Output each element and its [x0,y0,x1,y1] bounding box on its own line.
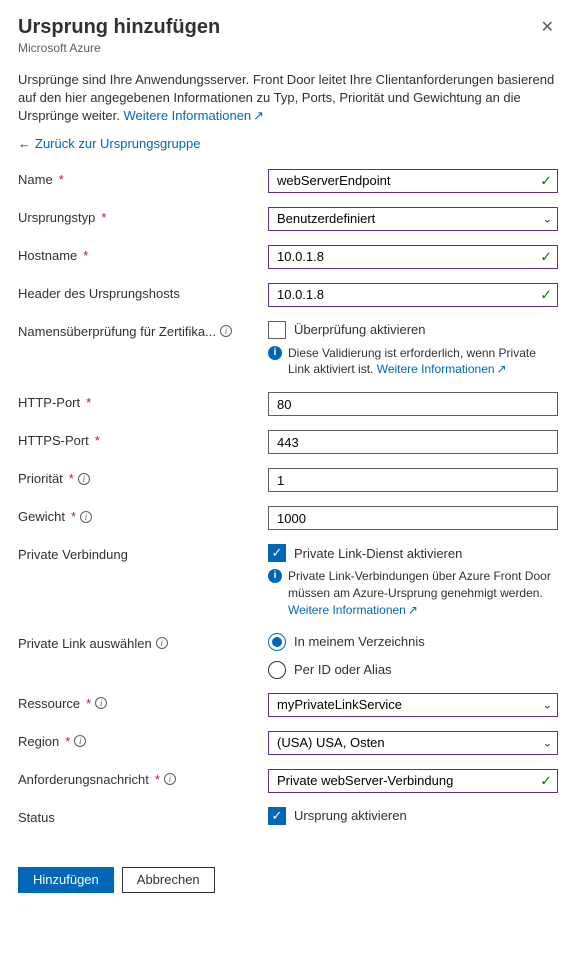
cert-check-label: Namensüberprüfung für Zertifika... i [18,321,268,339]
weight-label: Gewicht* i [18,506,268,524]
http-port-input[interactable] [268,392,558,416]
weight-input[interactable] [268,506,558,530]
more-info-label: Weitere Informationen [124,108,252,123]
pl-info-link[interactable]: Weitere Informationen↗ [288,603,418,617]
cert-info-link[interactable]: Weitere Informationen↗ [377,362,507,376]
host-header-input[interactable] [268,283,558,307]
status-label: Status [18,807,268,825]
back-link[interactable]: Zurück zur Ursprungsgruppe [35,136,200,151]
info-icon[interactable]: i [78,473,90,485]
info-icon[interactable]: i [95,697,107,709]
name-input[interactable] [268,169,558,193]
https-port-input[interactable] [268,430,558,454]
status-checkbox-label: Ursprung aktivieren [294,808,407,823]
cert-check-info: Diese Validierung ist erforderlich, wenn… [288,345,558,379]
hostname-input[interactable] [268,245,558,269]
region-label: Region* i [18,731,268,749]
info-icon[interactable]: i [156,637,168,649]
req-msg-label: Anforderungsnachricht* i [18,769,268,787]
host-header-label: Header des Ursprungshosts [18,283,268,301]
panel-subtitle: Microsoft Azure [18,41,220,55]
http-port-label: HTTP-Port* [18,392,268,410]
req-msg-input[interactable] [268,769,558,793]
hostname-label: Hostname * [18,245,268,263]
panel-title: Ursprung hinzufügen [18,16,220,39]
private-link-checkbox[interactable]: ✓ [268,544,286,562]
pl-radio-directory[interactable] [268,633,286,651]
origin-type-select[interactable]: Benutzerdefiniert [268,207,558,231]
pl-radio-id[interactable] [268,661,286,679]
info-badge-icon: i [268,569,282,583]
priority-input[interactable] [268,468,558,492]
description-body: Ursprünge sind Ihre Anwendungsserver. Fr… [18,72,554,123]
info-badge-icon: i [268,346,282,360]
close-icon[interactable]: ✕ [537,16,558,40]
info-icon[interactable]: i [74,735,86,747]
external-link-icon: ↗ [497,361,507,378]
region-select[interactable]: (USA) USA, Osten [268,731,558,755]
private-link-checkbox-label: Private Link-Dienst aktivieren [294,546,462,561]
back-arrow-icon: ← [18,136,31,151]
pl-radio-directory-label: In meinem Verzeichnis [294,634,425,649]
info-icon[interactable]: i [80,511,92,523]
info-icon[interactable]: i [220,325,232,337]
resource-label: Ressource* i [18,693,268,711]
more-info-link[interactable]: Weitere Informationen↗ [124,108,265,123]
priority-label: Priorität* i [18,468,268,486]
add-button[interactable]: Hinzufügen [18,867,114,893]
https-port-label: HTTPS-Port* [18,430,268,448]
info-icon[interactable]: i [164,773,176,785]
external-link-icon: ↗ [408,602,418,619]
name-label: Name* [18,169,268,187]
status-checkbox[interactable]: ✓ [268,807,286,825]
private-link-info: Private Link-Verbindungen über Azure Fro… [288,568,558,618]
external-link-icon: ↗ [253,107,264,125]
description-text: Ursprünge sind Ihre Anwendungsserver. Fr… [18,71,558,126]
cert-check-checkbox-label: Überprüfung aktivieren [294,322,426,337]
pl-radio-id-label: Per ID oder Alias [294,662,392,677]
cancel-button[interactable]: Abbrechen [122,867,215,893]
cert-check-checkbox[interactable]: ✓ [268,321,286,339]
origin-type-label: Ursprungstyp* [18,207,268,225]
pl-select-label: Private Link auswählen i [18,633,268,651]
resource-select[interactable]: myPrivateLinkService [268,693,558,717]
private-link-label: Private Verbindung [18,544,268,562]
back-link-row: ← Zurück zur Ursprungsgruppe [18,136,558,151]
